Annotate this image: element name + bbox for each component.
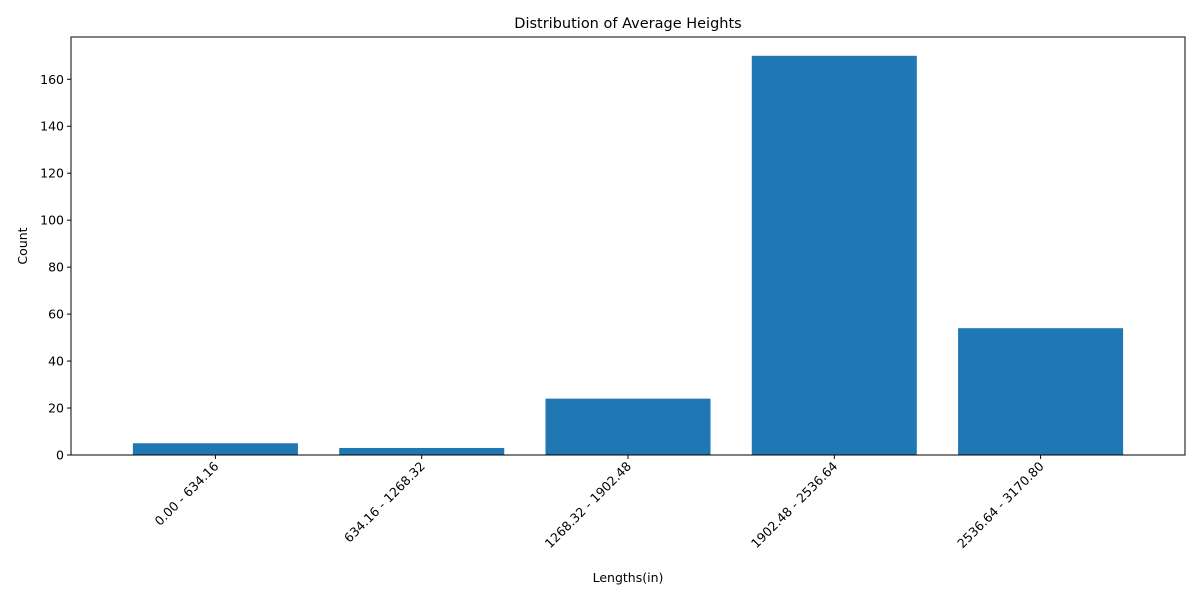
x-tick-label: 1268.32 - 1902.48 xyxy=(542,458,635,551)
bar xyxy=(751,55,917,455)
bar xyxy=(339,447,505,455)
bars-group xyxy=(132,55,1124,455)
y-tick-label: 100 xyxy=(40,213,64,228)
x-tick-label: 634.16 - 1268.32 xyxy=(341,459,428,546)
x-tick-label: 0.00 - 634.16 xyxy=(152,458,222,528)
y-tick-label: 20 xyxy=(48,401,64,416)
bar xyxy=(545,398,711,455)
y-tick-label: 140 xyxy=(40,119,64,134)
x-axis: 0.00 - 634.16 634.16 - 1268.32 1268.32 - 1… xyxy=(152,455,1047,551)
y-tick-label: 0 xyxy=(56,448,64,463)
x-tick-label: 2536.64 - 3170.80 xyxy=(954,458,1047,551)
chart-title: Distribution of Average Heights xyxy=(514,16,741,32)
y-axis: 0 20 40 60 80 100 120 140 160 xyxy=(40,72,71,463)
bar xyxy=(958,328,1124,455)
y-tick-label: 80 xyxy=(48,260,64,275)
y-tick-label: 60 xyxy=(48,307,64,322)
y-tick-label: 160 xyxy=(40,72,64,87)
y-axis-label: Count xyxy=(15,227,30,264)
x-axis-label: Lengths(in) xyxy=(593,570,664,585)
bar xyxy=(132,443,298,455)
y-tick-label: 40 xyxy=(48,354,64,369)
plot-frame xyxy=(70,36,1186,456)
x-tick-label: 1902.48 - 2536.64 xyxy=(748,458,841,551)
y-tick-label: 120 xyxy=(40,166,64,181)
